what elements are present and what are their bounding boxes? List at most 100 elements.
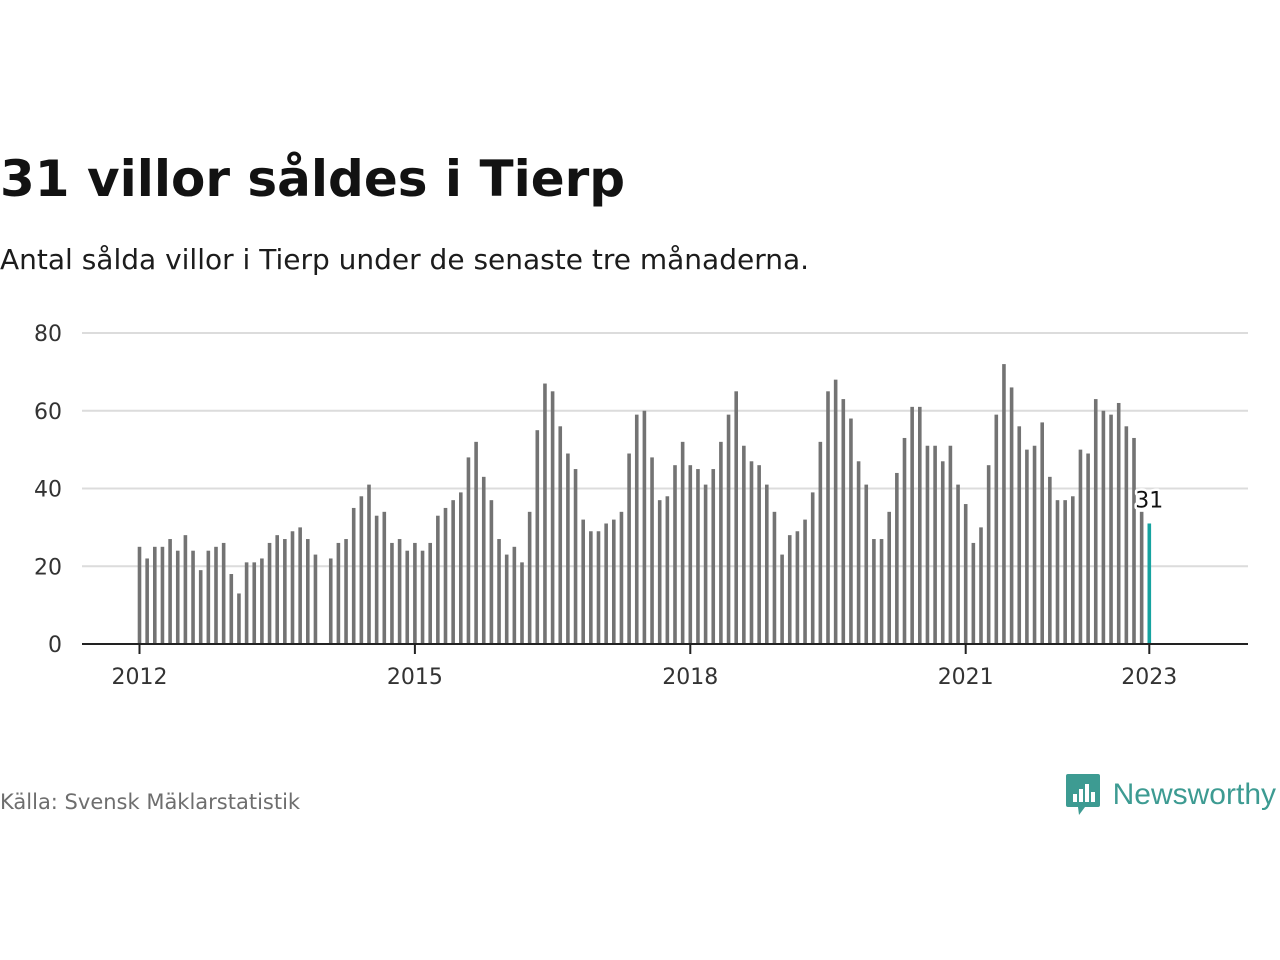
bar xyxy=(1086,453,1090,644)
bar xyxy=(803,519,807,644)
bar xyxy=(1109,414,1113,644)
bar xyxy=(818,441,823,644)
y-tick-label: 80 xyxy=(34,322,62,347)
x-tick-label: 2021 xyxy=(938,665,994,690)
x-tick-label: 2018 xyxy=(662,665,718,690)
bar xyxy=(428,542,432,644)
bar xyxy=(328,558,333,644)
bar xyxy=(1101,410,1106,644)
bar xyxy=(1032,445,1037,644)
bar xyxy=(298,527,302,645)
bar xyxy=(481,476,486,644)
highlight-bar xyxy=(1147,523,1152,644)
bar xyxy=(206,550,211,644)
bar xyxy=(267,542,272,644)
bar xyxy=(627,453,631,644)
bar xyxy=(749,461,754,644)
bar xyxy=(619,511,624,644)
bar xyxy=(787,535,792,644)
bar xyxy=(374,515,379,644)
bar xyxy=(191,550,195,644)
x-tick-label: 2012 xyxy=(112,665,168,690)
bar xyxy=(1055,500,1060,644)
bar xyxy=(260,558,264,644)
bar xyxy=(872,539,876,644)
bar xyxy=(719,441,723,644)
bar xyxy=(849,418,853,644)
bar xyxy=(726,414,731,644)
bar xyxy=(1124,426,1129,644)
bar xyxy=(466,457,471,644)
bar xyxy=(497,539,501,644)
y-tick-label: 0 xyxy=(48,633,62,658)
bar xyxy=(879,539,884,644)
bar xyxy=(489,500,494,644)
bar xyxy=(765,484,769,644)
bar xyxy=(573,469,578,644)
bar xyxy=(910,406,914,644)
bar xyxy=(527,511,532,644)
bar xyxy=(198,570,203,644)
bar xyxy=(1116,402,1121,644)
grid-lines xyxy=(82,332,1248,568)
bar xyxy=(963,504,968,644)
bar xyxy=(535,430,540,644)
bar xyxy=(221,542,226,644)
bar xyxy=(168,539,172,644)
bar xyxy=(175,550,180,644)
bar xyxy=(1071,496,1075,644)
bar xyxy=(841,399,846,644)
chart-title: 31 villor såldes i Tierp xyxy=(0,150,626,208)
bar xyxy=(474,441,478,644)
bar xyxy=(933,445,937,644)
bar xyxy=(390,542,394,644)
bar xyxy=(864,484,869,644)
bar xyxy=(359,496,364,644)
bar xyxy=(895,472,899,644)
bar xyxy=(918,406,922,644)
bar xyxy=(1139,511,1144,644)
brand-name: Newsworthy xyxy=(1112,778,1276,811)
bar xyxy=(504,554,509,644)
bar xyxy=(596,531,601,644)
bar xyxy=(290,531,295,644)
bar xyxy=(367,484,371,644)
bar xyxy=(1002,364,1006,644)
brand-logo: Newsworthy xyxy=(1065,772,1276,818)
bar xyxy=(405,550,410,644)
bar-chart: 0 20 40 60 80 2012 2015 2018 2021 2023 31 xyxy=(34,322,1248,690)
bar xyxy=(306,539,310,644)
bar xyxy=(1040,422,1044,644)
bar xyxy=(420,550,425,644)
bar xyxy=(642,410,647,644)
bar xyxy=(940,461,945,644)
bar xyxy=(612,519,616,644)
bar xyxy=(313,554,318,644)
bar xyxy=(742,445,746,644)
bar xyxy=(634,414,639,644)
bar xyxy=(413,542,417,644)
bar xyxy=(581,519,585,644)
bars xyxy=(137,364,1152,645)
bar xyxy=(512,546,517,644)
bar xyxy=(673,465,677,644)
bar xyxy=(826,391,830,644)
bar xyxy=(925,445,930,644)
bar xyxy=(283,539,287,644)
bar xyxy=(856,461,861,644)
bar xyxy=(604,523,608,644)
bar xyxy=(1025,449,1029,645)
y-tick-label: 20 xyxy=(34,555,62,580)
bar xyxy=(1017,426,1022,644)
bar xyxy=(589,531,593,644)
bar xyxy=(810,492,815,644)
bar xyxy=(757,465,761,644)
bar xyxy=(397,539,402,644)
bar xyxy=(1132,437,1136,644)
bar xyxy=(520,562,524,644)
bar xyxy=(451,500,455,644)
bar xyxy=(183,535,188,644)
x-tick-label: 2023 xyxy=(1121,665,1177,690)
bar xyxy=(558,426,563,644)
bar xyxy=(1063,500,1067,644)
